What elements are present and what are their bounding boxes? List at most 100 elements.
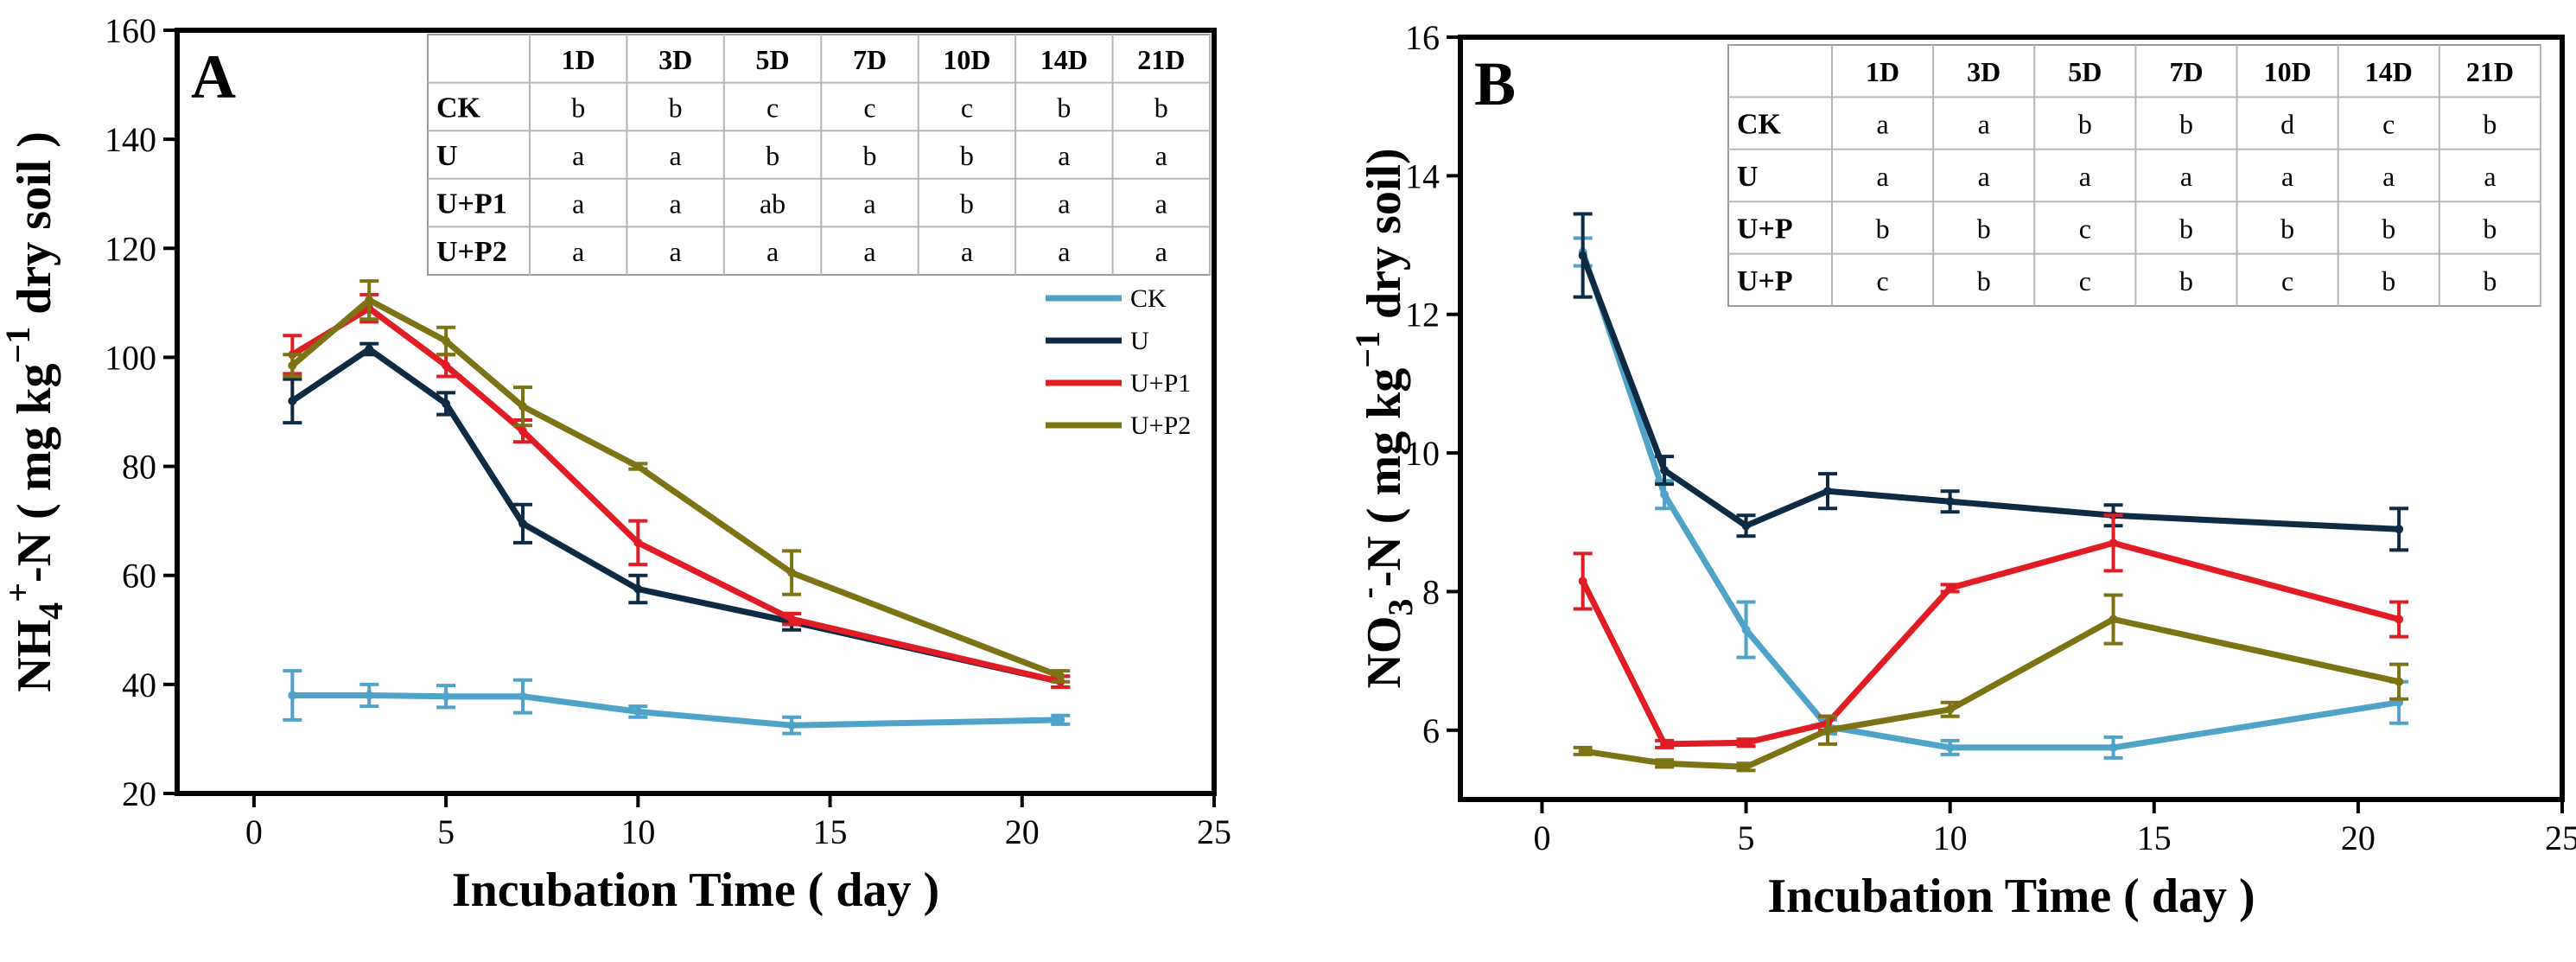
table-cell: b bbox=[2483, 109, 2496, 140]
legend: CK U U+P1 U+P2 bbox=[1046, 284, 1191, 440]
data-point bbox=[787, 721, 797, 730]
table-cell: c bbox=[863, 92, 875, 123]
panel-a: 0 5 10 15 20 25 20 40 60 80 100 120 140 160 Incubation… bbox=[0, 11, 1231, 917]
table-cell: c bbox=[2079, 265, 2091, 296]
x-tick-label: 5 bbox=[437, 812, 455, 851]
data-point bbox=[787, 568, 797, 577]
table-border bbox=[427, 34, 1211, 276]
legend-entry: U bbox=[1130, 327, 1149, 355]
y-tick-label: 14 bbox=[1405, 156, 1440, 195]
table-row-label: U bbox=[436, 140, 458, 172]
data-point bbox=[1945, 497, 1955, 506]
table-cell: a bbox=[1058, 140, 1070, 171]
table-cell: a bbox=[2079, 161, 2091, 192]
data-point bbox=[1056, 715, 1065, 724]
data-point bbox=[1578, 577, 1587, 586]
data-point bbox=[1823, 725, 1832, 735]
table-column-header: 3D bbox=[1967, 56, 2000, 87]
data-point bbox=[633, 538, 643, 547]
y-axis-title-sup: −1 bbox=[1348, 331, 1387, 368]
table-cell: a bbox=[1876, 109, 1888, 140]
legend-entry: U+P2 bbox=[1130, 411, 1191, 440]
table-cell: b bbox=[2483, 213, 2496, 244]
table-cell: b bbox=[766, 140, 779, 171]
y-axis-title-sup: - bbox=[1348, 587, 1387, 598]
data-point bbox=[442, 399, 451, 409]
table-cell: a bbox=[572, 188, 584, 220]
table-cell: a bbox=[2382, 161, 2395, 192]
y-tick-label: 10 bbox=[1405, 434, 1440, 473]
data-point bbox=[1660, 759, 1670, 768]
table-cell: c bbox=[961, 92, 973, 123]
table-cell: b bbox=[2382, 265, 2395, 296]
table-column-header: 7D bbox=[853, 44, 887, 75]
table-cell: a bbox=[1978, 109, 1990, 140]
table-cell: c bbox=[766, 92, 779, 123]
table-column-header: 10D bbox=[943, 44, 990, 75]
table-cell: b bbox=[1057, 92, 1071, 123]
data-point bbox=[518, 426, 527, 436]
table-column-header: 1D bbox=[1866, 56, 1899, 87]
y-axis-title-part: NO bbox=[1358, 616, 1411, 689]
data-point bbox=[288, 396, 297, 405]
table-column-header: 21D bbox=[1137, 44, 1185, 75]
data-point bbox=[2109, 615, 2118, 624]
table-row-label: CK bbox=[1737, 109, 1782, 141]
y-axis-title-part: dry soil) bbox=[1358, 148, 1411, 331]
panel-b: 0 5 10 15 20 25 6 8 10 12 14 16 Incubation Time ( da… bbox=[1348, 18, 2576, 923]
x-tick-label: 25 bbox=[1197, 812, 1231, 851]
x-tick-label: 15 bbox=[813, 812, 848, 851]
table-row-label: U bbox=[1737, 161, 1759, 193]
table-cell: a bbox=[670, 188, 682, 220]
y-tick-label: 120 bbox=[105, 229, 156, 268]
table-cell: a bbox=[766, 236, 779, 267]
data-point bbox=[1741, 521, 1751, 531]
x-tick-label: 5 bbox=[1738, 819, 1755, 857]
data-point bbox=[1660, 739, 1670, 749]
table-cell: b bbox=[1977, 265, 1991, 296]
table-cell: b bbox=[2078, 109, 2092, 140]
table-cell: b bbox=[2280, 213, 2294, 244]
y-tick-label: 6 bbox=[1422, 711, 1440, 750]
x-tick-label: 20 bbox=[2341, 819, 2376, 857]
table-cell: b bbox=[1977, 213, 1991, 244]
table-cell: a bbox=[1058, 236, 1070, 267]
table-column-header: 7D bbox=[2169, 56, 2203, 87]
table-cell: b bbox=[2179, 109, 2193, 140]
y-axis-title-sup: + bbox=[0, 583, 37, 602]
y-tick-label: 20 bbox=[122, 774, 156, 813]
data-point bbox=[633, 462, 643, 471]
table-cell: b bbox=[960, 140, 974, 171]
table-cell: b bbox=[2382, 213, 2395, 244]
table-cell: b bbox=[2179, 213, 2193, 244]
series-line bbox=[289, 296, 1064, 679]
data-point bbox=[2109, 538, 2118, 548]
x-tick-label: 10 bbox=[1933, 819, 1968, 857]
data-point bbox=[518, 691, 527, 701]
table-cell: b bbox=[863, 140, 877, 171]
table-cell: a bbox=[961, 236, 973, 267]
data-point bbox=[518, 402, 527, 411]
table-row-label: U+P1 bbox=[436, 188, 507, 220]
data-point bbox=[1945, 583, 1955, 593]
table-cell: ab bbox=[760, 188, 786, 220]
y-tick-label: 140 bbox=[105, 120, 156, 159]
y-axis-title-part: -N ( mg kg bbox=[8, 364, 61, 583]
series-3 bbox=[283, 279, 1071, 684]
y-axis-title-sub: 4 bbox=[31, 602, 70, 620]
table-row-label: U+P bbox=[1737, 213, 1793, 245]
data-point bbox=[365, 691, 374, 700]
x-tick-label: 25 bbox=[2545, 819, 2576, 857]
y-tick-label: 40 bbox=[122, 666, 156, 704]
x-tick-label: 20 bbox=[1005, 812, 1040, 851]
data-point bbox=[1056, 672, 1065, 681]
data-point bbox=[2395, 525, 2404, 534]
table-column-header: 1D bbox=[562, 44, 595, 75]
table-cell: a bbox=[1155, 140, 1167, 171]
x-tick-label: 0 bbox=[1533, 819, 1550, 857]
plot-frame bbox=[1458, 35, 2565, 802]
table-row-label: U+P2 bbox=[436, 236, 507, 268]
table-cell: b bbox=[2179, 265, 2193, 296]
y-axis-title-sup: −1 bbox=[0, 327, 37, 364]
